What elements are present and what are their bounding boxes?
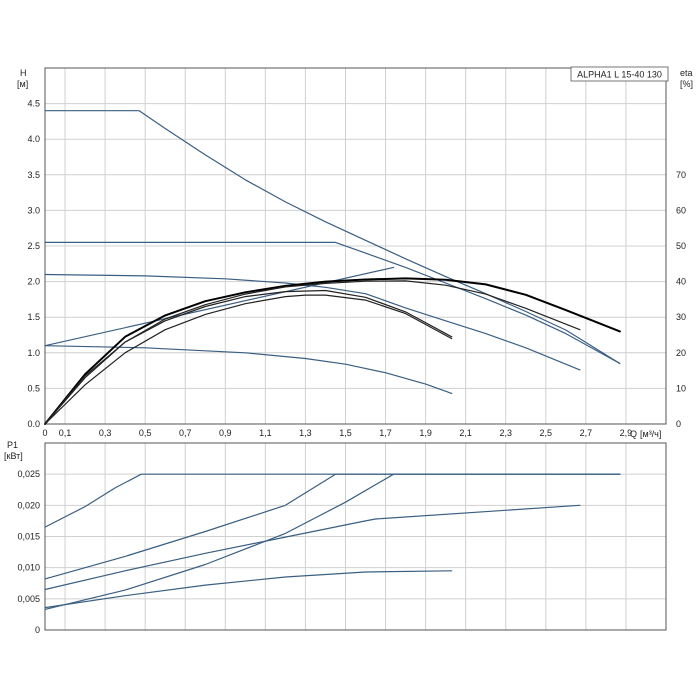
y-axis-unit-p1: [кВт] [4, 451, 23, 461]
y-axis-label-h: H [20, 68, 27, 78]
y2-axis-unit-eta: [%] [680, 79, 693, 89]
y-tick-label-2: 1.0 [27, 348, 40, 358]
power-curve-3 [44, 473, 621, 610]
power-curve-2 [44, 473, 621, 580]
y-tick-label-5: 2.5 [27, 241, 40, 251]
top-curves [44, 110, 621, 425]
y-tick-label-8: 4.0 [27, 134, 40, 144]
power-curve-1 [44, 504, 581, 591]
x-tick-label-9: 1,7 [379, 428, 392, 438]
x-tick-label-1: 0,1 [59, 428, 72, 438]
x-tick-label-7: 1,3 [299, 428, 312, 438]
y-tick-label-3: 1.5 [27, 312, 40, 322]
power-panel: 0 0,005 0,010 0,015 0,020 0,025 P1 [кВт] [4, 440, 667, 635]
head-curve-1 [44, 241, 621, 365]
top-ticks: 0 0,1 0,3 0,5 0,7 0,9 1,1 1,3 1,5 1,7 1,9 2,1 2,3 2,5… [27, 99, 686, 438]
head-curve-2 [44, 273, 581, 371]
bottom-curves [44, 473, 621, 610]
p1-tick-label-3: 0,015 [17, 532, 40, 542]
y2-tick-label-7: 70 [676, 170, 686, 180]
y2-tick-label-5: 50 [676, 241, 686, 251]
efficiency-curve-7 [44, 289, 453, 425]
p1-tick-label-0: 0 [35, 625, 40, 635]
y-axis-label-p1: P1 [7, 440, 18, 450]
x-tick-label-3: 0,5 [139, 428, 152, 438]
y2-tick-label-0: 0 [676, 419, 681, 429]
x-tick-label-14: 2,7 [580, 428, 593, 438]
y-tick-label-9: 4.5 [27, 99, 40, 109]
efficiency-curve-8 [44, 294, 453, 425]
y-tick-label-1: 0.5 [27, 383, 40, 393]
p1-tick-label-2: 0,010 [17, 563, 40, 573]
top-model-label-box: ALPHA1 L 15-40 130 [570, 66, 669, 82]
bottom-grid [44, 443, 666, 631]
head-curve-3 [44, 345, 453, 394]
power-curve-4 [44, 570, 453, 609]
top-grid [44, 68, 666, 425]
x-tick-label-4: 0,7 [179, 428, 192, 438]
x-tick-label-2: 0,3 [99, 428, 112, 438]
x-tick-label-10: 1,9 [419, 428, 432, 438]
y2-tick-label-4: 40 [676, 277, 686, 287]
model-label: ALPHA1 L 15-40 130 [577, 70, 662, 80]
y2-axis-label-eta: eta [680, 68, 693, 78]
bottom-ticks: 0 0,005 0,010 0,015 0,020 0,025 [17, 469, 40, 635]
y-tick-label-4: 2.0 [27, 277, 40, 287]
y2-tick-label-1: 10 [676, 383, 686, 393]
p1-tick-label-4: 0,020 [17, 500, 40, 510]
y2-tick-label-3: 30 [676, 312, 686, 322]
x-tick-label-6: 1,1 [259, 428, 272, 438]
x-tick-label-11: 2,1 [459, 428, 472, 438]
power-curve-0 [44, 473, 621, 528]
y-tick-label-0: 0.0 [27, 419, 40, 429]
p1-tick-label-5: 0,025 [17, 469, 40, 479]
x-tick-label-5: 0,9 [219, 428, 232, 438]
head-curve-0 [44, 110, 621, 365]
head-efficiency-panel: 0 0,1 0,3 0,5 0,7 0,9 1,1 1,3 1,5 1,7 1,9 2,1 2,3 2,5… [17, 66, 693, 439]
y2-tick-label-6: 60 [676, 205, 686, 215]
y2-tick-label-2: 20 [676, 348, 686, 358]
y-tick-label-7: 3.5 [27, 170, 40, 180]
x-tick-label-15: 2,9 [620, 428, 633, 438]
x-tick-label-0: 0 [42, 428, 47, 438]
bottom-frame [44, 442, 667, 631]
y-axis-unit-h: [м] [17, 79, 28, 89]
x-tick-label-13: 2,5 [540, 428, 553, 438]
x-axis-unit-q: [м³/ч] [640, 429, 661, 439]
p1-tick-label-1: 0,005 [17, 594, 40, 604]
x-axis-label-q: Q [630, 429, 637, 439]
x-tick-label-12: 2,3 [499, 428, 512, 438]
efficiency-curve-5 [44, 277, 621, 425]
top-frame [44, 67, 667, 425]
x-tick-label-8: 1,5 [339, 428, 352, 438]
y-tick-label-6: 3.0 [27, 205, 40, 215]
